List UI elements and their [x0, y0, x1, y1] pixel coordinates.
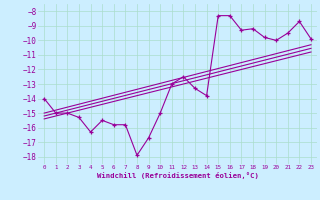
X-axis label: Windchill (Refroidissement éolien,°C): Windchill (Refroidissement éolien,°C) — [97, 172, 259, 179]
